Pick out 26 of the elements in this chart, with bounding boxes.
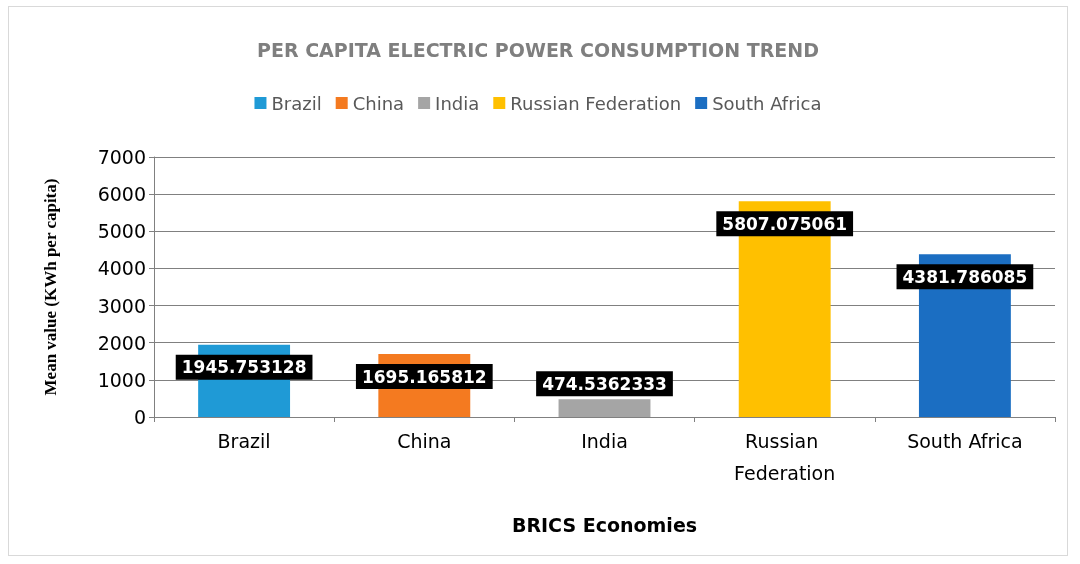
data-label: 4381.786085 <box>902 266 1028 287</box>
chart-title: PER CAPITA ELECTRIC POWER CONSUMPTION TREND <box>257 38 819 61</box>
y-axis-title: Mean value (KWh per capita) <box>41 178 60 396</box>
y-tick-label: 1000 <box>97 368 146 391</box>
x-tick-label: India <box>581 430 628 452</box>
x-tick-label: China <box>397 430 452 452</box>
legend-label: Russian Federation <box>510 92 682 114</box>
y-tick-label: 3000 <box>97 294 146 317</box>
legend-label: India <box>435 92 480 114</box>
x-tick-label: Brazil <box>217 430 271 452</box>
legend-label: Brazil <box>271 92 322 114</box>
legend-label: South Africa <box>712 92 822 114</box>
x-tick-label: Russian Federation <box>734 430 836 484</box>
data-label: 1695.165812 <box>361 366 487 387</box>
legend-label: China <box>352 92 405 114</box>
y-tick-label: 2000 <box>97 331 146 354</box>
data-label: 474.5362333 <box>542 373 667 394</box>
y-tick-label: 7000 <box>97 146 146 168</box>
x-tick-label: South Africa <box>907 430 1023 452</box>
y-tick-label: 6000 <box>97 183 146 206</box>
y-tick-label: 0 <box>133 406 146 428</box>
data-label: 1945.753128 <box>181 357 307 378</box>
x-axis-title: BRICS Economies <box>511 513 698 536</box>
y-tick-label: 4000 <box>97 257 146 280</box>
data-label: 5807.075061 <box>722 213 848 234</box>
y-tick-label: 5000 <box>97 220 146 243</box>
